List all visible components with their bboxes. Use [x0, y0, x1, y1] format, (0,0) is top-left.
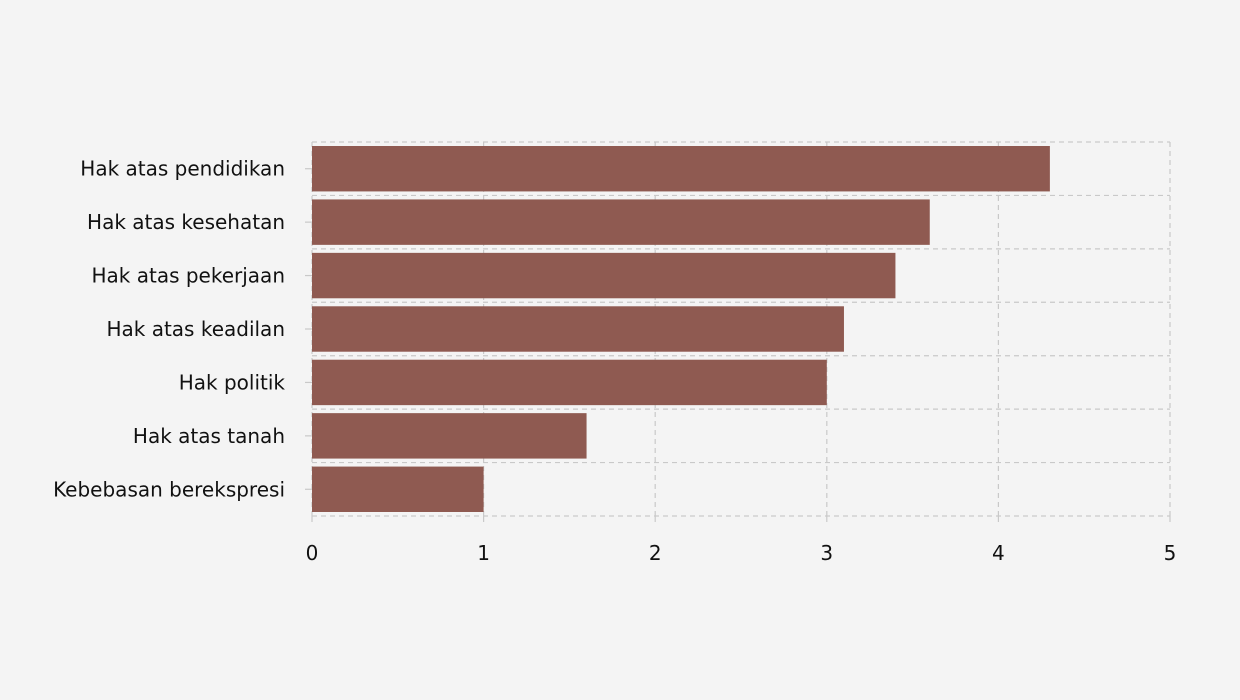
bar	[312, 199, 930, 245]
x-tick-label: 1	[477, 541, 490, 565]
bar-layer	[312, 146, 1050, 512]
x-tick-label: 0	[306, 541, 319, 565]
bar	[312, 306, 844, 352]
bar	[312, 252, 896, 299]
bar	[312, 146, 1050, 192]
x-tick-label: 5	[1164, 541, 1177, 565]
x-tick-label: 2	[649, 541, 662, 565]
y-tick-label: Hak atas kesehatan	[87, 210, 285, 234]
y-tick-label: Hak politik	[179, 370, 286, 394]
y-tick-label: Hak atas pendidikan	[80, 157, 285, 181]
x-tick-label: 4	[992, 541, 1005, 565]
bar	[312, 359, 827, 406]
bar	[312, 466, 484, 512]
bar	[312, 413, 587, 459]
y-tick-label: Hak atas keadilan	[106, 317, 285, 341]
y-tick-label: Hak atas pekerjaan	[91, 264, 285, 288]
y-tick-label: Hak atas tanah	[133, 424, 285, 448]
y-tick-label: Kebebasan berekspresi	[53, 477, 285, 501]
x-tick-label: 3	[820, 541, 833, 565]
label-layer: 0 1 2 3 4 5 Hak atas pendidikan Hak atas keseha…	[53, 157, 1176, 565]
grid-layer	[305, 141, 1171, 522]
